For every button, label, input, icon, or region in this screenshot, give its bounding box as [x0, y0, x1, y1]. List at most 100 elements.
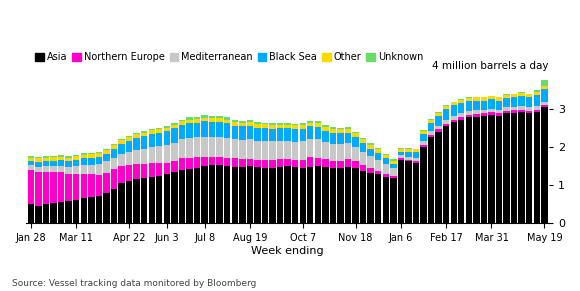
Bar — [345, 159, 351, 167]
Bar — [209, 116, 215, 118]
Bar — [88, 154, 95, 158]
Bar — [50, 166, 57, 172]
Bar — [360, 171, 367, 223]
Bar — [398, 160, 404, 223]
Bar — [511, 107, 517, 111]
Bar — [96, 175, 102, 196]
Bar — [299, 125, 306, 129]
Bar — [216, 122, 223, 137]
Bar — [239, 123, 245, 126]
Bar — [284, 123, 291, 125]
Bar — [534, 90, 540, 92]
Bar — [246, 120, 253, 122]
Bar — [292, 142, 298, 160]
Bar — [194, 123, 200, 137]
Bar — [314, 123, 321, 127]
Bar — [481, 97, 487, 100]
Bar — [534, 112, 540, 223]
Bar — [179, 158, 185, 170]
Bar — [345, 143, 351, 159]
Bar — [360, 139, 367, 143]
Bar — [451, 120, 457, 122]
Bar — [201, 137, 208, 157]
Bar — [179, 121, 185, 125]
Bar — [66, 167, 72, 174]
Bar — [466, 117, 472, 223]
Bar — [277, 141, 283, 159]
Bar — [269, 168, 276, 223]
Bar — [209, 122, 215, 137]
Bar — [383, 177, 389, 223]
Bar — [405, 149, 412, 152]
Bar — [111, 149, 117, 158]
Bar — [81, 174, 87, 198]
Bar — [43, 172, 49, 204]
Bar — [428, 135, 434, 137]
Bar — [519, 110, 525, 112]
Bar — [35, 167, 42, 173]
Bar — [73, 166, 79, 174]
Bar — [390, 178, 397, 223]
Bar — [148, 129, 155, 130]
Bar — [73, 156, 79, 160]
Bar — [201, 116, 208, 118]
Bar — [360, 143, 367, 152]
Bar — [337, 144, 344, 161]
Bar — [466, 111, 472, 115]
Bar — [118, 166, 125, 183]
Bar — [526, 111, 532, 113]
Bar — [277, 123, 283, 125]
Bar — [314, 121, 321, 123]
Bar — [503, 113, 510, 223]
Bar — [50, 161, 57, 166]
Bar — [156, 163, 162, 175]
Bar — [511, 111, 517, 113]
Bar — [216, 118, 223, 122]
Bar — [496, 113, 502, 116]
Bar — [28, 158, 34, 162]
Bar — [254, 122, 260, 124]
Bar — [81, 158, 87, 165]
Bar — [398, 158, 404, 160]
Bar — [201, 166, 208, 223]
Bar — [360, 152, 367, 165]
Bar — [473, 100, 480, 111]
Bar — [526, 113, 532, 223]
Bar — [254, 167, 260, 223]
Text: Source: Vessel tracking data monitored by Bloomberg: Source: Vessel tracking data monitored b… — [12, 279, 256, 288]
Bar — [28, 170, 34, 204]
Bar — [171, 128, 177, 143]
Bar — [88, 197, 95, 223]
Bar — [103, 148, 110, 150]
Bar — [360, 165, 367, 171]
Bar — [519, 92, 525, 93]
Bar — [133, 164, 140, 179]
Bar — [171, 123, 177, 125]
Bar — [322, 167, 329, 223]
Bar — [194, 117, 200, 119]
Bar — [314, 127, 321, 139]
Bar — [156, 133, 162, 146]
Bar — [329, 168, 336, 223]
Bar — [534, 106, 540, 110]
Bar — [58, 155, 64, 157]
Bar — [50, 172, 57, 203]
Bar — [519, 106, 525, 110]
Bar — [534, 95, 540, 106]
Bar — [43, 156, 49, 158]
Bar — [216, 116, 223, 118]
Bar — [58, 157, 64, 160]
Bar — [133, 150, 140, 164]
Bar — [329, 132, 336, 144]
Bar — [519, 96, 525, 106]
Bar — [375, 174, 382, 223]
Bar — [35, 158, 42, 162]
Bar — [231, 139, 238, 158]
Bar — [164, 163, 170, 174]
Bar — [224, 138, 230, 158]
Bar — [488, 109, 495, 112]
Bar — [375, 160, 382, 171]
Bar — [314, 166, 321, 223]
Bar — [201, 121, 208, 137]
Bar — [171, 172, 177, 223]
